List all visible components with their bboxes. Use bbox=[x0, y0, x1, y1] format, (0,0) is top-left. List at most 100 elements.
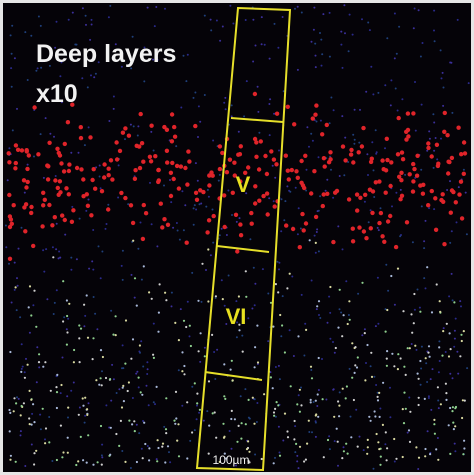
cell-dot bbox=[121, 406, 123, 408]
cell-dot bbox=[387, 290, 389, 292]
cell-dot bbox=[402, 310, 404, 312]
cell-dot bbox=[87, 86, 89, 88]
cell-dot bbox=[263, 393, 265, 395]
cell-dot bbox=[199, 121, 201, 123]
cell-dot bbox=[225, 170, 229, 174]
cell-dot bbox=[286, 430, 288, 432]
cell-dot bbox=[400, 189, 402, 191]
cell-dot bbox=[407, 347, 409, 349]
cell-dot bbox=[231, 360, 233, 362]
cell-dot bbox=[46, 298, 48, 300]
cell-dot bbox=[165, 299, 167, 301]
cell-dot bbox=[174, 423, 176, 425]
cell-dot bbox=[70, 390, 72, 392]
cell-dot bbox=[466, 367, 468, 369]
cell-dot bbox=[29, 423, 31, 425]
cell-dot bbox=[47, 141, 51, 145]
cell-dot bbox=[33, 452, 35, 454]
cell-dot bbox=[166, 223, 170, 227]
cell-dot bbox=[24, 465, 26, 467]
cell-dot bbox=[26, 180, 30, 184]
cell-dot bbox=[70, 257, 72, 259]
cell-dot bbox=[439, 198, 443, 202]
cell-dot bbox=[277, 291, 279, 293]
cell-dot bbox=[272, 157, 276, 161]
cell-dot bbox=[77, 460, 79, 462]
cell-dot bbox=[255, 45, 257, 47]
cell-dot bbox=[185, 80, 187, 82]
cell-dot bbox=[378, 229, 380, 231]
cell-dot bbox=[325, 123, 329, 127]
cell-dot bbox=[114, 140, 118, 144]
cell-dot bbox=[133, 177, 137, 181]
cell-dot bbox=[252, 397, 254, 399]
cell-dot bbox=[185, 326, 187, 328]
cell-dot bbox=[42, 408, 44, 410]
cell-dot bbox=[289, 273, 291, 275]
layer-label: V bbox=[236, 172, 251, 197]
cell-dot bbox=[208, 380, 210, 382]
cell-dot bbox=[91, 24, 93, 26]
cell-dot bbox=[191, 386, 193, 388]
cell-dot bbox=[347, 453, 349, 455]
cell-dot bbox=[274, 457, 276, 459]
cell-dot bbox=[178, 339, 180, 341]
cell-dot bbox=[63, 142, 67, 146]
cell-dot bbox=[38, 366, 40, 368]
cell-dot bbox=[73, 361, 75, 363]
cell-dot bbox=[186, 457, 188, 459]
cell-dot bbox=[156, 460, 158, 462]
cell-dot bbox=[8, 214, 12, 218]
cell-dot bbox=[172, 125, 176, 129]
cell-dot bbox=[62, 357, 64, 359]
cell-dot bbox=[343, 446, 345, 448]
cell-dot bbox=[161, 446, 163, 448]
cell-dot bbox=[85, 24, 87, 26]
cell-dot bbox=[351, 160, 355, 164]
cell-dot bbox=[70, 152, 72, 154]
cell-dot bbox=[9, 459, 11, 461]
cell-dot bbox=[397, 368, 399, 370]
cell-dot bbox=[63, 218, 67, 222]
cell-dot bbox=[132, 36, 134, 38]
cell-dot bbox=[105, 404, 107, 406]
cell-dot bbox=[122, 250, 124, 252]
cell-dot bbox=[23, 402, 25, 404]
cell-dot bbox=[406, 111, 410, 115]
cell-dot bbox=[14, 143, 18, 147]
cell-dot bbox=[337, 400, 339, 402]
cell-dot bbox=[81, 177, 85, 181]
cell-dot bbox=[186, 149, 190, 153]
cell-dot bbox=[215, 295, 217, 297]
cell-dot bbox=[432, 113, 434, 115]
cell-dot bbox=[107, 173, 111, 177]
cell-dot bbox=[207, 183, 211, 187]
cell-dot bbox=[20, 148, 24, 152]
cell-dot bbox=[92, 464, 94, 466]
cell-dot bbox=[347, 197, 351, 201]
cell-dot bbox=[404, 174, 406, 176]
cell-dot bbox=[31, 444, 33, 446]
cell-dot bbox=[389, 160, 393, 164]
cell-dot bbox=[454, 425, 456, 427]
cell-dot bbox=[445, 392, 447, 394]
cell-dot bbox=[322, 156, 326, 160]
cell-dot bbox=[133, 420, 135, 422]
cell-dot bbox=[196, 402, 198, 404]
cell-dot bbox=[176, 440, 178, 442]
cell-dot bbox=[334, 352, 336, 354]
cell-dot bbox=[354, 372, 356, 374]
cell-dot bbox=[391, 205, 393, 207]
cell-dot bbox=[197, 180, 199, 182]
cell-dot bbox=[178, 455, 180, 457]
cell-dot bbox=[364, 236, 368, 240]
cell-dot bbox=[340, 31, 342, 33]
cell-dot bbox=[386, 37, 388, 39]
cell-dot bbox=[313, 113, 317, 117]
cell-dot bbox=[409, 441, 411, 443]
cell-dot bbox=[101, 370, 103, 372]
cell-dot bbox=[10, 222, 14, 226]
cell-dot bbox=[261, 16, 263, 18]
cell-dot bbox=[296, 460, 298, 462]
cell-dot bbox=[455, 406, 457, 408]
